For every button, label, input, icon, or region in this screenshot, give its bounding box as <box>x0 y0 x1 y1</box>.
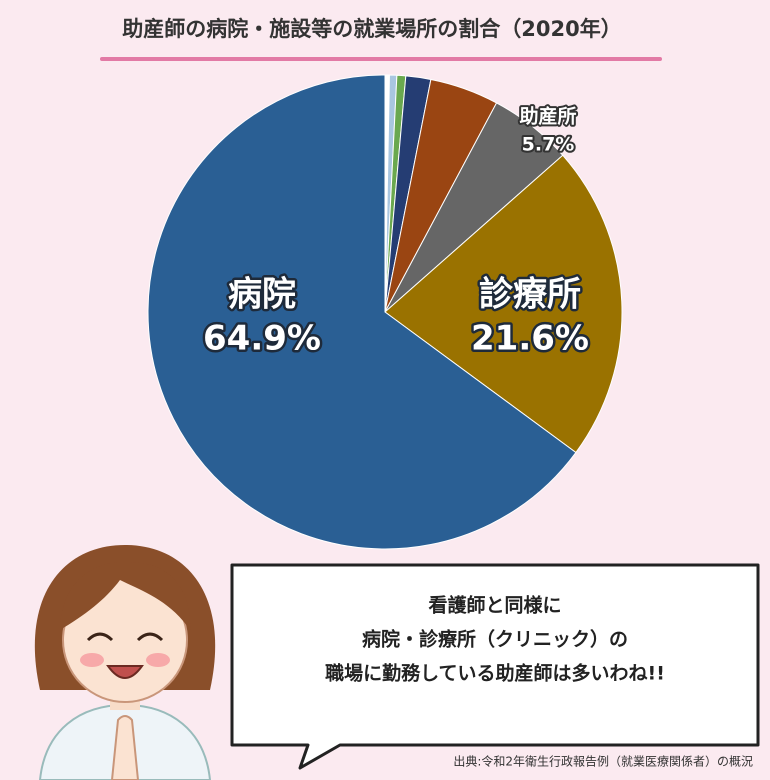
cheek <box>146 653 170 667</box>
slice-value-label: 5.7% <box>522 134 575 156</box>
eye <box>136 632 164 642</box>
mouth <box>106 665 144 679</box>
speech-bubble <box>230 563 760 770</box>
slice-label: 病院 <box>228 275 296 315</box>
speech-line: 看護師と同様に <box>427 594 561 617</box>
pie-slice <box>147 74 577 550</box>
source: 出典:令和2年衛生行政報告例（就業医療関係者）の概況 <box>453 754 753 769</box>
speech-line: 病院・診療所（クリニック）の <box>362 628 628 651</box>
speech-line: 職場に勤務している助産師は多いわね!! <box>325 662 665 685</box>
eye <box>86 632 114 642</box>
cheek <box>80 653 104 667</box>
character <box>34 545 216 780</box>
chart-title: 助産師の病院・施設等の就業場所の割合（2020年） <box>122 17 621 41</box>
slice-value-label: 21.6% <box>471 319 589 359</box>
hands <box>110 715 140 780</box>
title-underline <box>100 57 662 61</box>
slice-value-label: 64.9% <box>203 319 321 359</box>
hair-front <box>60 561 191 630</box>
pie-slice <box>384 154 623 454</box>
slice-label: 診療所 <box>479 275 581 315</box>
slice-label: 助産所 <box>519 105 576 128</box>
